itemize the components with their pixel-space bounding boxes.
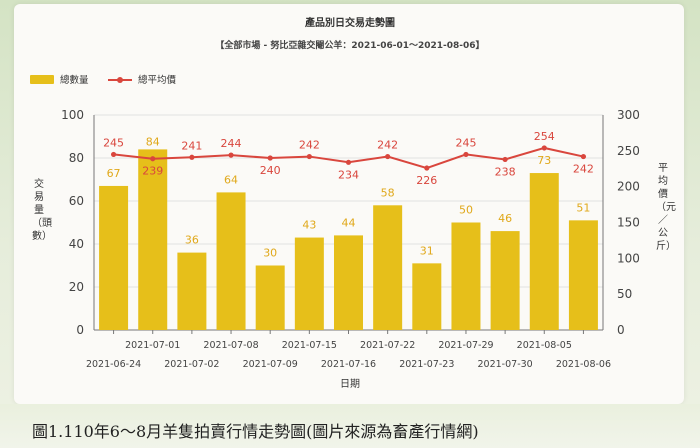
bar xyxy=(216,192,246,330)
bar xyxy=(177,252,207,330)
bar xyxy=(490,231,520,330)
bar-value-label: 73 xyxy=(537,154,551,167)
chart-title: 產品別日交易走勢圖 xyxy=(305,18,395,29)
caption-strip xyxy=(0,404,700,448)
y-right-tick-label: 300 xyxy=(617,108,640,122)
avg-price-point xyxy=(502,156,508,163)
bar xyxy=(412,263,442,330)
chart-plot: 0 20 40 60 80 100 0 50 100 150 200 250 300 2021-06-24… xyxy=(61,108,640,370)
legend-item-avg-price[interactable]: 總平均價 xyxy=(108,72,176,86)
bar-value-label: 50 xyxy=(459,204,473,217)
bar-value-label: 43 xyxy=(302,219,316,232)
avg-price-point xyxy=(541,145,547,151)
avg-price-point xyxy=(580,153,587,160)
figure-caption: 圖1.110年6～8月羊隻拍賣行情走勢圖(圖片來源為畜產行情網) xyxy=(32,422,479,441)
bar xyxy=(334,235,363,330)
avg-price-point xyxy=(424,165,430,171)
x-tick-label: 2021-07-02 xyxy=(164,359,219,370)
legend-bar-swatch xyxy=(30,74,54,84)
x-tick-label: 2021-07-15 xyxy=(282,340,337,351)
x-tick-label: 2021-06-24 xyxy=(86,359,141,370)
x-tick-label: 2021-08-05 xyxy=(517,340,572,351)
avg-price-point xyxy=(267,155,273,161)
line-value-label: 254 xyxy=(534,130,555,143)
legend-label-quantity: 總數量 xyxy=(60,75,89,86)
bar-value-label: 31 xyxy=(420,244,434,257)
bar xyxy=(255,265,285,330)
legend-item-quantity[interactable]: 總數量 xyxy=(30,72,89,86)
bar-value-label: 67 xyxy=(107,167,121,180)
y-axis-right-label: 平均價（元／公斤） xyxy=(656,163,676,252)
y-left-tick-label: 0 xyxy=(76,323,84,337)
avg-price-point xyxy=(463,151,469,158)
avg-price-point xyxy=(306,153,312,160)
x-tick-label: 2021-07-09 xyxy=(243,359,298,370)
y-left-tick-label: 80 xyxy=(69,151,84,165)
line-value-label: 245 xyxy=(103,136,124,149)
avg-price-point xyxy=(110,151,117,158)
x-tick-label: 2021-07-30 xyxy=(478,359,533,370)
avg-price-point xyxy=(189,154,195,160)
bar-value-label: 84 xyxy=(146,135,160,148)
chart-subtitle: 【全部市場 - 努比亞雜交閹公羊：2021-06-01～2021-08-06】 xyxy=(215,41,485,51)
y-axis-left-label: 交易量（頭數） xyxy=(32,179,52,242)
bar-value-label: 30 xyxy=(263,247,277,260)
x-tick-label: 2021-07-16 xyxy=(321,359,376,370)
x-tick-label: 2021-07-22 xyxy=(360,340,415,351)
line-value-label: 239 xyxy=(142,165,163,178)
x-tick-label: 2021-07-01 xyxy=(125,340,180,351)
bar xyxy=(568,220,598,330)
avg-price-point xyxy=(385,153,391,160)
line-value-label: 238 xyxy=(495,165,516,178)
line-value-label: 241 xyxy=(181,139,202,152)
y-right-tick-label: 50 xyxy=(617,287,632,301)
line-value-label: 226 xyxy=(416,174,437,187)
avg-price-point xyxy=(228,152,234,158)
bar xyxy=(529,173,559,330)
bar-value-label: 44 xyxy=(342,216,356,229)
line-value-label: 242 xyxy=(573,163,594,176)
line-value-label: 240 xyxy=(260,164,281,177)
x-tick-label: 2021-07-29 xyxy=(438,340,493,351)
bar-value-label: 46 xyxy=(498,212,512,225)
line-value-label: 244 xyxy=(221,137,242,150)
line-value-label: 245 xyxy=(455,136,476,149)
y-right-tick-label: 250 xyxy=(617,144,640,158)
legend-label-avg-price: 總平均價 xyxy=(138,75,177,86)
line-value-label: 242 xyxy=(377,139,398,152)
bar-value-label: 58 xyxy=(381,186,395,199)
y-left-tick-label: 20 xyxy=(69,280,84,294)
bar xyxy=(138,149,168,330)
line-value-label: 234 xyxy=(338,168,359,181)
bar-value-label: 36 xyxy=(185,234,199,247)
y-right-tick-label: 200 xyxy=(617,180,640,194)
x-tick-label: 2021-07-08 xyxy=(203,340,258,351)
y-right-tick-label: 150 xyxy=(617,216,640,230)
x-axis-label: 日期 xyxy=(340,379,360,390)
y-right-tick-label: 100 xyxy=(617,251,640,265)
x-tick-label: 2021-08-06 xyxy=(556,359,611,370)
avg-price-point xyxy=(345,159,352,165)
y-left-tick-label: 100 xyxy=(61,108,84,122)
line-value-label: 242 xyxy=(299,139,320,152)
bar xyxy=(99,185,129,330)
legend-line-swatch xyxy=(108,75,132,84)
bar-value-label: 51 xyxy=(576,201,590,214)
bar xyxy=(451,222,481,330)
bar xyxy=(373,205,403,330)
bar-value-label: 64 xyxy=(224,173,238,186)
y-left-tick-label: 40 xyxy=(69,237,84,251)
bar xyxy=(294,237,324,330)
x-tick-label: 2021-07-23 xyxy=(399,359,454,370)
y-left-tick-label: 60 xyxy=(69,194,84,208)
avg-price-point xyxy=(150,156,156,162)
y-right-tick-label: 0 xyxy=(617,323,625,337)
